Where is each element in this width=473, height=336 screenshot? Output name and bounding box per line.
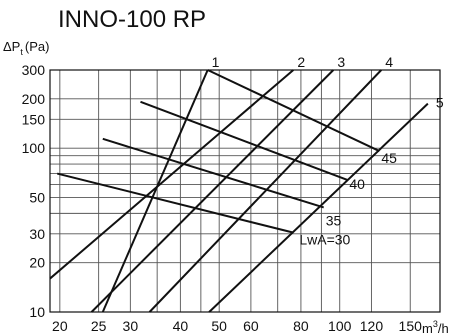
chart-title: INNO-100 RP bbox=[58, 6, 206, 33]
grid bbox=[50, 69, 440, 313]
y-tick-label: 10 bbox=[29, 304, 45, 320]
plot-frame bbox=[49, 69, 441, 313]
fan-curve-1 bbox=[101, 69, 209, 313]
noise-line bbox=[207, 69, 380, 152]
y-tick-labels: 10 20 30 50 100 150 200 300 bbox=[22, 62, 46, 320]
noise-line-label: 45 bbox=[381, 150, 397, 166]
y-tick-label: 20 bbox=[29, 255, 45, 271]
noise-line bbox=[102, 137, 325, 209]
y-tick-label: 150 bbox=[22, 111, 46, 127]
fan-curve-label: 5 bbox=[436, 95, 444, 111]
x-tick-label: 150 bbox=[399, 318, 423, 334]
fan-curve-label: 2 bbox=[297, 54, 305, 70]
x-tick-label: 60 bbox=[243, 318, 259, 334]
x-tick-label: 80 bbox=[293, 318, 309, 334]
x-tick-label: 120 bbox=[360, 318, 384, 334]
fan-curve-2 bbox=[49, 69, 295, 280]
y-tick-label: 300 bbox=[22, 62, 46, 78]
x-tick-label: 25 bbox=[91, 318, 107, 334]
x-tick-labels: 20 25 30 40 50 60 80 100 120 150 bbox=[52, 318, 422, 334]
noise-line-label: LwA=30 bbox=[299, 232, 350, 248]
noise-line-label: 40 bbox=[349, 176, 365, 192]
x-tick-label: 100 bbox=[328, 318, 352, 334]
fan-curve-label: 4 bbox=[385, 54, 393, 70]
x-tick-label: 20 bbox=[52, 318, 68, 334]
noise-line-label: 35 bbox=[326, 212, 342, 228]
x-axis-label: m3/h bbox=[422, 319, 449, 336]
y-axis-label: ΔPt (Pa) bbox=[3, 39, 49, 57]
fan-curve-5 bbox=[208, 102, 429, 313]
x-tick-label: 40 bbox=[173, 318, 189, 334]
fan-curve-label: 1 bbox=[212, 54, 220, 70]
noise-line bbox=[140, 100, 348, 181]
x-tick-label: 30 bbox=[123, 318, 139, 334]
fan-curve-label: 3 bbox=[337, 54, 345, 70]
x-tick-label: 50 bbox=[211, 318, 227, 334]
y-tick-label: 200 bbox=[22, 91, 46, 107]
y-tick-label: 30 bbox=[29, 226, 45, 242]
y-tick-label: 50 bbox=[29, 189, 45, 205]
fan-curve-4 bbox=[148, 69, 383, 313]
noise-line bbox=[56, 172, 294, 234]
noise-level-lines bbox=[56, 69, 380, 234]
y-tick-label: 100 bbox=[22, 140, 46, 156]
fan-curves bbox=[49, 69, 429, 313]
